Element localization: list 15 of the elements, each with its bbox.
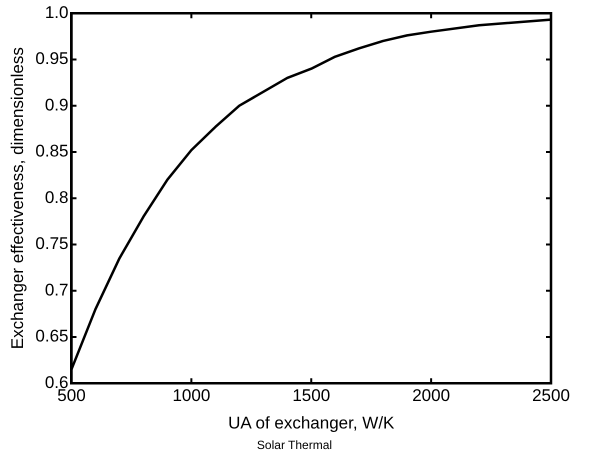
y-axis-title: Exchanger effectiveness, dimensionless bbox=[8, 47, 27, 350]
x-tick-label: 2000 bbox=[412, 386, 450, 406]
x-tick-label: 1000 bbox=[172, 386, 210, 406]
y-tick-label: 0.85 bbox=[35, 142, 68, 161]
y-tick-label: 0.7 bbox=[44, 280, 68, 300]
y-tick-label: 0.9 bbox=[44, 95, 68, 114]
y-tick-label: 0.65 bbox=[35, 326, 68, 346]
y-tick-label: 0.95 bbox=[35, 49, 68, 68]
y-tick-label: 1.0 bbox=[44, 2, 68, 22]
text: Solar Thermal bbox=[256, 438, 334, 452]
y-tick-label: 0.75 bbox=[35, 234, 68, 254]
x-tick-label: 1500 bbox=[292, 386, 330, 406]
x-tick-label: 2500 bbox=[532, 386, 570, 406]
x-axis-title: UA of exchanger, W/K bbox=[228, 413, 396, 432]
y-tick-label: 0.8 bbox=[44, 188, 68, 207]
